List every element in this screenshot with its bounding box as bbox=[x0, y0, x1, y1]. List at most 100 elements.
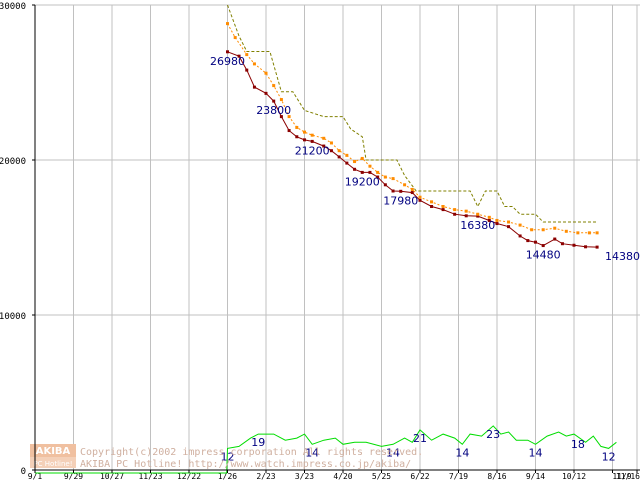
y-tick-label: 10000 bbox=[0, 312, 26, 322]
x-tick-label: 4/20 bbox=[333, 472, 352, 480]
series-point-0 bbox=[399, 189, 403, 193]
series-point-0 bbox=[383, 183, 387, 187]
x-tick-label: 7/19 bbox=[449, 472, 468, 480]
series-point-0 bbox=[534, 240, 537, 244]
series-point-1 bbox=[595, 231, 599, 235]
series-point-0 bbox=[310, 139, 314, 143]
x-tick-label: 1/26 bbox=[218, 472, 237, 480]
series-point-1 bbox=[360, 156, 364, 160]
logo-bottom-bg bbox=[30, 457, 76, 468]
series-point-0 bbox=[572, 243, 576, 247]
x-tick-label: 10/12 bbox=[562, 472, 586, 480]
data-label: 14380 bbox=[605, 250, 640, 263]
data-label: 17980 bbox=[383, 194, 418, 207]
series-point-1 bbox=[376, 170, 380, 174]
series-point-1 bbox=[287, 115, 291, 119]
series-point-1 bbox=[279, 98, 283, 102]
series-point-0 bbox=[287, 129, 291, 133]
series-point-1 bbox=[507, 220, 511, 224]
data-label: 26980 bbox=[210, 55, 245, 68]
series-point-1 bbox=[403, 183, 407, 187]
series-point-1 bbox=[576, 231, 580, 235]
series-point-0 bbox=[245, 68, 249, 72]
series-line-3 bbox=[35, 425, 617, 474]
series-point-1 bbox=[453, 208, 457, 212]
grid-lines bbox=[34, 4, 640, 471]
data-label: 18 bbox=[571, 438, 585, 451]
series-point-0 bbox=[337, 155, 341, 159]
series-point-1 bbox=[245, 53, 249, 57]
y-tick-label: 0 bbox=[21, 467, 26, 477]
data-label: 23 bbox=[486, 428, 500, 441]
series-point-0 bbox=[584, 245, 588, 249]
data-label: 23800 bbox=[256, 104, 291, 117]
series-point-0 bbox=[226, 50, 229, 54]
series-point-1 bbox=[303, 130, 306, 134]
series-point-0 bbox=[353, 167, 357, 171]
series-point-0 bbox=[252, 85, 256, 89]
logo-top-bg bbox=[30, 444, 76, 457]
series-point-1 bbox=[272, 84, 276, 88]
x-tick-label: 3/23 bbox=[295, 472, 314, 480]
series-point-1 bbox=[430, 200, 434, 204]
series-point-1 bbox=[233, 36, 237, 40]
data-label: 21200 bbox=[295, 144, 330, 157]
x-tick-label: 9/14 bbox=[526, 472, 545, 480]
series-point-0 bbox=[345, 161, 349, 165]
series-point-0 bbox=[453, 212, 457, 216]
series-point-0 bbox=[541, 244, 545, 248]
series-point-0 bbox=[410, 191, 414, 195]
x-tick-label: 6/22 bbox=[410, 472, 429, 480]
series-point-1 bbox=[464, 209, 468, 213]
series-point-0 bbox=[441, 208, 445, 212]
series-point-1 bbox=[476, 212, 480, 216]
series-point-1 bbox=[383, 175, 387, 179]
data-label: 14 bbox=[529, 446, 543, 459]
x-tick-label: 2/23 bbox=[256, 472, 275, 480]
series-point-0 bbox=[526, 239, 530, 243]
akiba-logo: AKIBA PC Hotline! bbox=[30, 444, 76, 468]
series-point-0 bbox=[237, 54, 241, 58]
series-point-0 bbox=[595, 245, 599, 249]
series-point-1 bbox=[345, 153, 349, 157]
data-label: 12 bbox=[602, 450, 616, 463]
data-label: 14480 bbox=[526, 249, 561, 262]
series-point-0 bbox=[560, 242, 564, 246]
series-point-1 bbox=[410, 187, 414, 191]
x-tick-label: 11/23 bbox=[138, 472, 162, 480]
x-tick-label: 10/27 bbox=[100, 472, 124, 480]
series-point-1 bbox=[329, 141, 333, 145]
series-point-1 bbox=[310, 133, 314, 137]
series-point-0 bbox=[368, 170, 372, 174]
series-point-1 bbox=[553, 226, 557, 230]
series-point-0 bbox=[303, 138, 306, 142]
series-layer bbox=[35, 4, 617, 474]
series-point-0 bbox=[264, 91, 268, 95]
series-point-1 bbox=[564, 229, 568, 233]
series-point-0 bbox=[553, 237, 557, 241]
x-tick-label: 9/1 bbox=[28, 472, 43, 480]
series-point-0 bbox=[495, 222, 499, 226]
series-point-1 bbox=[587, 231, 591, 235]
series-point-1 bbox=[418, 195, 422, 199]
series-point-1 bbox=[530, 228, 534, 232]
series-point-0 bbox=[360, 170, 364, 174]
series-point-0 bbox=[376, 175, 380, 179]
data-label: 14 bbox=[305, 446, 319, 459]
series-point-1 bbox=[337, 149, 341, 153]
x-axis-ticks: 9/1 9/29 10/27 11/23 12/22 1/26 2/23 3/23 4/20 5/… bbox=[28, 472, 640, 480]
x-tick-label: 5/25 bbox=[372, 472, 391, 480]
series-point-1 bbox=[441, 205, 445, 208]
footer-watermark: AKIBA PC Hotline! Copyright(c)2002 impre… bbox=[30, 444, 423, 470]
series-point-1 bbox=[541, 228, 545, 232]
y-tick-label: 20000 bbox=[0, 157, 26, 167]
x-tick-label: 12/22 bbox=[177, 472, 201, 480]
y-tick-label: 30000 bbox=[0, 2, 26, 12]
series-point-1 bbox=[353, 160, 357, 164]
series-point-1 bbox=[495, 218, 499, 222]
series-line-1 bbox=[227, 23, 598, 234]
series-point-0 bbox=[518, 234, 522, 238]
data-label: 14 bbox=[455, 446, 469, 459]
